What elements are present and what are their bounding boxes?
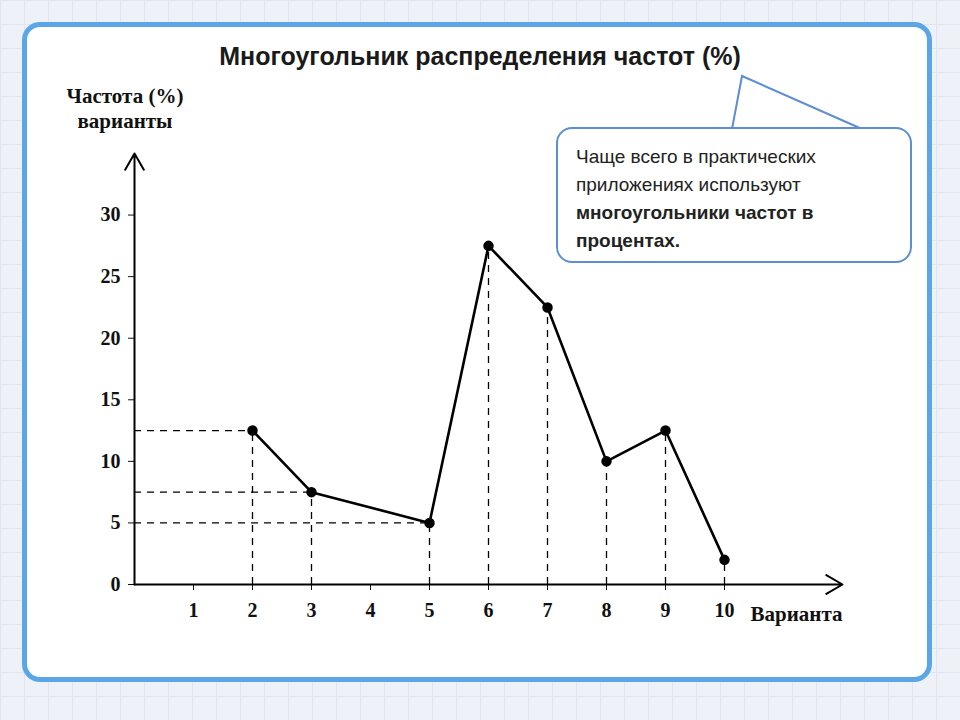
svg-text:4: 4 [366, 599, 376, 621]
svg-text:20: 20 [101, 327, 121, 349]
svg-text:10: 10 [101, 450, 121, 472]
svg-text:7: 7 [543, 599, 553, 621]
svg-text:9: 9 [661, 599, 671, 621]
svg-text:5: 5 [111, 511, 121, 533]
html-text:Частота (%) варианты: Частота (%) варианты [66, 84, 184, 133]
html-text:Многоугольник распределения ча: Многоугольник распределения частот (%) [219, 42, 741, 70]
svg-text:25: 25 [101, 265, 121, 287]
svg-text:10: 10 [715, 599, 735, 621]
svg-text:6: 6 [484, 599, 494, 621]
html-text:Чаще всего в практических прил: Чаще всего в практических приложениях ис… [576, 146, 816, 195]
svg-text:30: 30 [101, 203, 121, 225]
svg-text:3: 3 [307, 599, 317, 621]
html-text:многоугольники частот в процен: многоугольники частот в процентах. [576, 202, 814, 251]
svg-text:0: 0 [111, 573, 121, 595]
svg-text:5: 5 [425, 599, 435, 621]
svg-text:Варианта: Варианта [751, 602, 843, 626]
svg-text:2: 2 [248, 599, 258, 621]
svg-text:1: 1 [189, 599, 199, 621]
svg-text:15: 15 [101, 388, 121, 410]
svg-text:8: 8 [602, 599, 612, 621]
